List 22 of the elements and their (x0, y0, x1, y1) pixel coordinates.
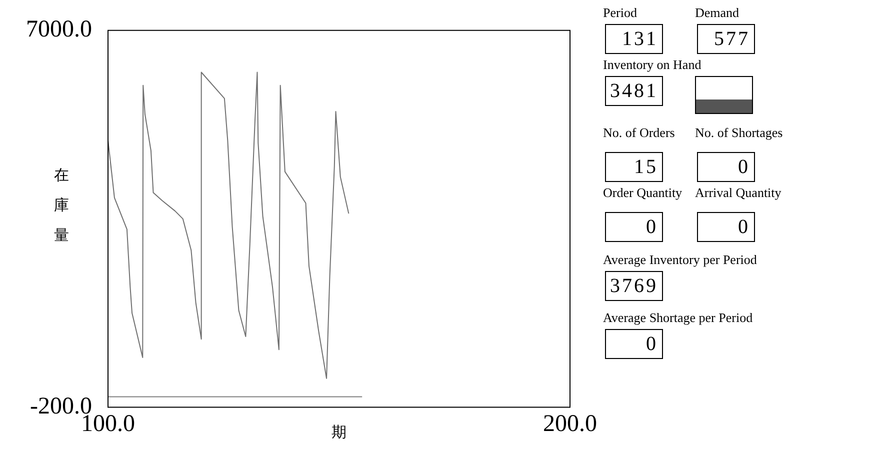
text: 0 (697, 152, 755, 182)
text: Order Quantity (603, 185, 682, 201)
text: 131 (605, 24, 663, 54)
x-axis-title: 期 (332, 422, 346, 441)
text: 3769 (605, 271, 663, 301)
text: Period (603, 5, 637, 21)
x-tick-label: 200.0 (543, 410, 597, 437)
y-tick-label: 7000.0 (26, 16, 92, 43)
text: 0 (605, 212, 663, 242)
text: Demand (695, 5, 740, 21)
text: 0 (605, 329, 663, 359)
y-axis-title: 在庫量 (54, 165, 70, 246)
text: 15 (605, 152, 663, 182)
text: 577 (697, 24, 755, 54)
text: Arrival Quantity (695, 185, 782, 201)
text: Average Inventory per Period (603, 252, 757, 268)
text: No. of Shortages (695, 125, 783, 141)
text: 0 (697, 212, 755, 242)
text: Inventory on Hand (603, 57, 702, 73)
text: 3481 (605, 76, 663, 106)
text: Average Shortage per Period (603, 310, 753, 326)
text: No. of Orders (603, 125, 675, 141)
